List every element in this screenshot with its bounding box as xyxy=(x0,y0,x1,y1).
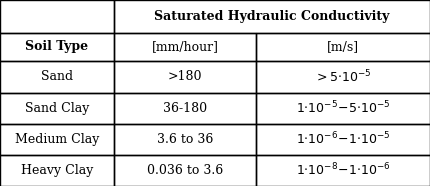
Text: $>5{\cdot}10^{-5}$: $>5{\cdot}10^{-5}$ xyxy=(314,69,372,85)
Text: Sand Clay: Sand Clay xyxy=(25,102,89,115)
Bar xyxy=(256,61,430,93)
Bar xyxy=(0,0,114,33)
Text: >180: >180 xyxy=(168,70,202,84)
Bar xyxy=(114,155,256,186)
Text: Medium Clay: Medium Clay xyxy=(15,133,99,146)
Text: [m/s]: [m/s] xyxy=(327,41,359,53)
Bar xyxy=(0,33,114,61)
Bar xyxy=(0,93,114,124)
Bar xyxy=(0,155,114,186)
Bar xyxy=(256,124,430,155)
Bar xyxy=(114,124,256,155)
Text: [mm/hour]: [mm/hour] xyxy=(151,41,218,53)
Bar xyxy=(114,61,256,93)
Text: $1{\cdot}10^{-6}\!-\!1{\cdot}10^{-5}$: $1{\cdot}10^{-6}\!-\!1{\cdot}10^{-5}$ xyxy=(295,131,390,147)
Text: $1{\cdot}10^{-8}\!-\!1{\cdot}10^{-6}$: $1{\cdot}10^{-8}\!-\!1{\cdot}10^{-6}$ xyxy=(295,162,390,179)
Text: Saturated Hydraulic Conductivity: Saturated Hydraulic Conductivity xyxy=(154,10,390,23)
Bar xyxy=(256,155,430,186)
Bar xyxy=(0,124,114,155)
Bar xyxy=(0,61,114,93)
Text: 36-180: 36-180 xyxy=(163,102,207,115)
Text: Sand: Sand xyxy=(41,70,73,84)
Text: 3.6 to 36: 3.6 to 36 xyxy=(157,133,213,146)
Text: Heavy Clay: Heavy Clay xyxy=(21,164,93,177)
Text: $1{\cdot}10^{-5}\!-\!5{\cdot}10^{-5}$: $1{\cdot}10^{-5}\!-\!5{\cdot}10^{-5}$ xyxy=(295,100,390,116)
Text: Soil Type: Soil Type xyxy=(25,41,89,53)
Bar xyxy=(114,0,430,33)
Bar xyxy=(256,93,430,124)
Bar xyxy=(256,33,430,61)
Bar xyxy=(114,93,256,124)
Text: 0.036 to 3.6: 0.036 to 3.6 xyxy=(147,164,223,177)
Bar xyxy=(114,33,256,61)
